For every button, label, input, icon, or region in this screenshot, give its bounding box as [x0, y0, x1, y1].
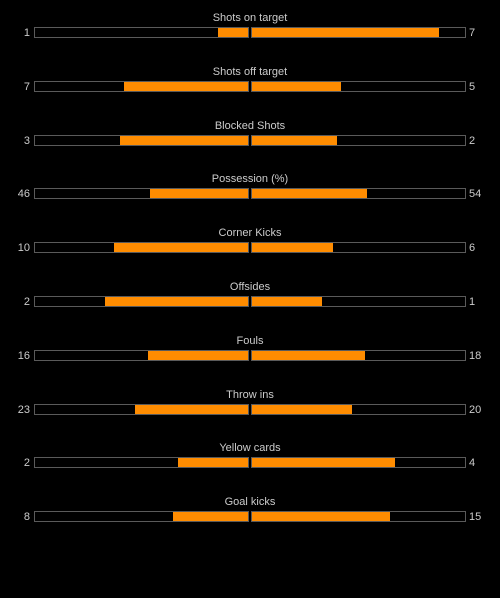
away-value: 54 — [469, 188, 482, 200]
home-bar — [34, 188, 249, 199]
away-bar — [251, 242, 466, 253]
home-value: 8 — [23, 511, 30, 523]
away-bar-fill — [252, 189, 368, 198]
home-value: 2 — [23, 457, 30, 469]
home-bar-fill — [147, 351, 248, 360]
stat-row: Fouls 16 18 — [0, 335, 500, 371]
home-bar-fill — [218, 28, 248, 37]
home-bar-fill — [173, 512, 248, 521]
home-value: 23 — [17, 404, 30, 416]
stat-row: Corner Kicks 10 6 — [0, 227, 500, 263]
away-value: 4 — [469, 457, 476, 469]
away-bar-fill — [252, 405, 353, 414]
home-bar-fill — [177, 458, 248, 467]
home-bar — [34, 511, 249, 522]
stat-row: Yellow cards 2 4 — [0, 442, 500, 478]
away-bar — [251, 457, 466, 468]
away-value: 15 — [469, 511, 482, 523]
home-value: 1 — [23, 27, 30, 39]
home-bar-fill — [150, 189, 248, 198]
away-bar — [251, 81, 466, 92]
home-bar — [34, 296, 249, 307]
stat-row: Offsides 2 1 — [0, 281, 500, 317]
away-value: 1 — [469, 296, 476, 308]
away-value: 20 — [469, 404, 482, 416]
home-bar-fill — [113, 243, 248, 252]
stat-label: Blocked Shots — [214, 120, 286, 132]
away-bar-fill — [252, 28, 440, 37]
away-bar — [251, 511, 466, 522]
home-bar — [34, 27, 249, 38]
away-bar — [251, 296, 466, 307]
stat-label: Goal kicks — [224, 496, 276, 508]
home-bar-fill — [124, 82, 248, 91]
away-bar-fill — [252, 243, 333, 252]
home-value: 7 — [23, 81, 30, 93]
away-value: 6 — [469, 242, 476, 254]
away-bar-fill — [252, 351, 365, 360]
home-bar — [34, 350, 249, 361]
away-value: 7 — [469, 27, 476, 39]
away-bar-fill — [252, 512, 391, 521]
home-value: 10 — [17, 242, 30, 254]
home-bar-fill — [105, 297, 248, 306]
stat-label: Shots on target — [212, 12, 288, 24]
away-bar — [251, 404, 466, 415]
stat-label: Shots off target — [212, 66, 288, 78]
stat-row: Possession (%) 46 54 — [0, 173, 500, 209]
away-bar — [251, 188, 466, 199]
stat-label: Fouls — [236, 335, 264, 347]
away-value: 18 — [469, 350, 482, 362]
home-value: 2 — [23, 296, 30, 308]
stat-row: Shots on target 1 7 — [0, 12, 500, 48]
away-bar-fill — [252, 136, 338, 145]
stat-row: Shots off target 7 5 — [0, 66, 500, 102]
stat-label: Corner Kicks — [218, 227, 282, 239]
stat-row: Blocked Shots 3 2 — [0, 120, 500, 156]
home-bar — [34, 135, 249, 146]
stat-label: Possession (%) — [211, 173, 289, 185]
stat-row: Goal kicks 8 15 — [0, 496, 500, 532]
home-bar-fill — [135, 405, 248, 414]
stat-label: Offsides — [229, 281, 271, 293]
away-bar — [251, 350, 466, 361]
stat-row: Throw ins 23 20 — [0, 389, 500, 425]
away-bar-fill — [252, 82, 342, 91]
home-bar — [34, 404, 249, 415]
home-bar — [34, 81, 249, 92]
home-bar-fill — [120, 136, 248, 145]
away-value: 5 — [469, 81, 476, 93]
home-value: 16 — [17, 350, 30, 362]
away-value: 2 — [469, 135, 476, 147]
home-bar — [34, 242, 249, 253]
away-bar-fill — [252, 297, 323, 306]
home-value: 3 — [23, 135, 30, 147]
away-bar-fill — [252, 458, 395, 467]
away-bar — [251, 135, 466, 146]
stat-label: Throw ins — [226, 389, 274, 401]
home-bar — [34, 457, 249, 468]
home-value: 46 — [17, 188, 30, 200]
away-bar — [251, 27, 466, 38]
stat-label: Yellow cards — [219, 442, 281, 454]
